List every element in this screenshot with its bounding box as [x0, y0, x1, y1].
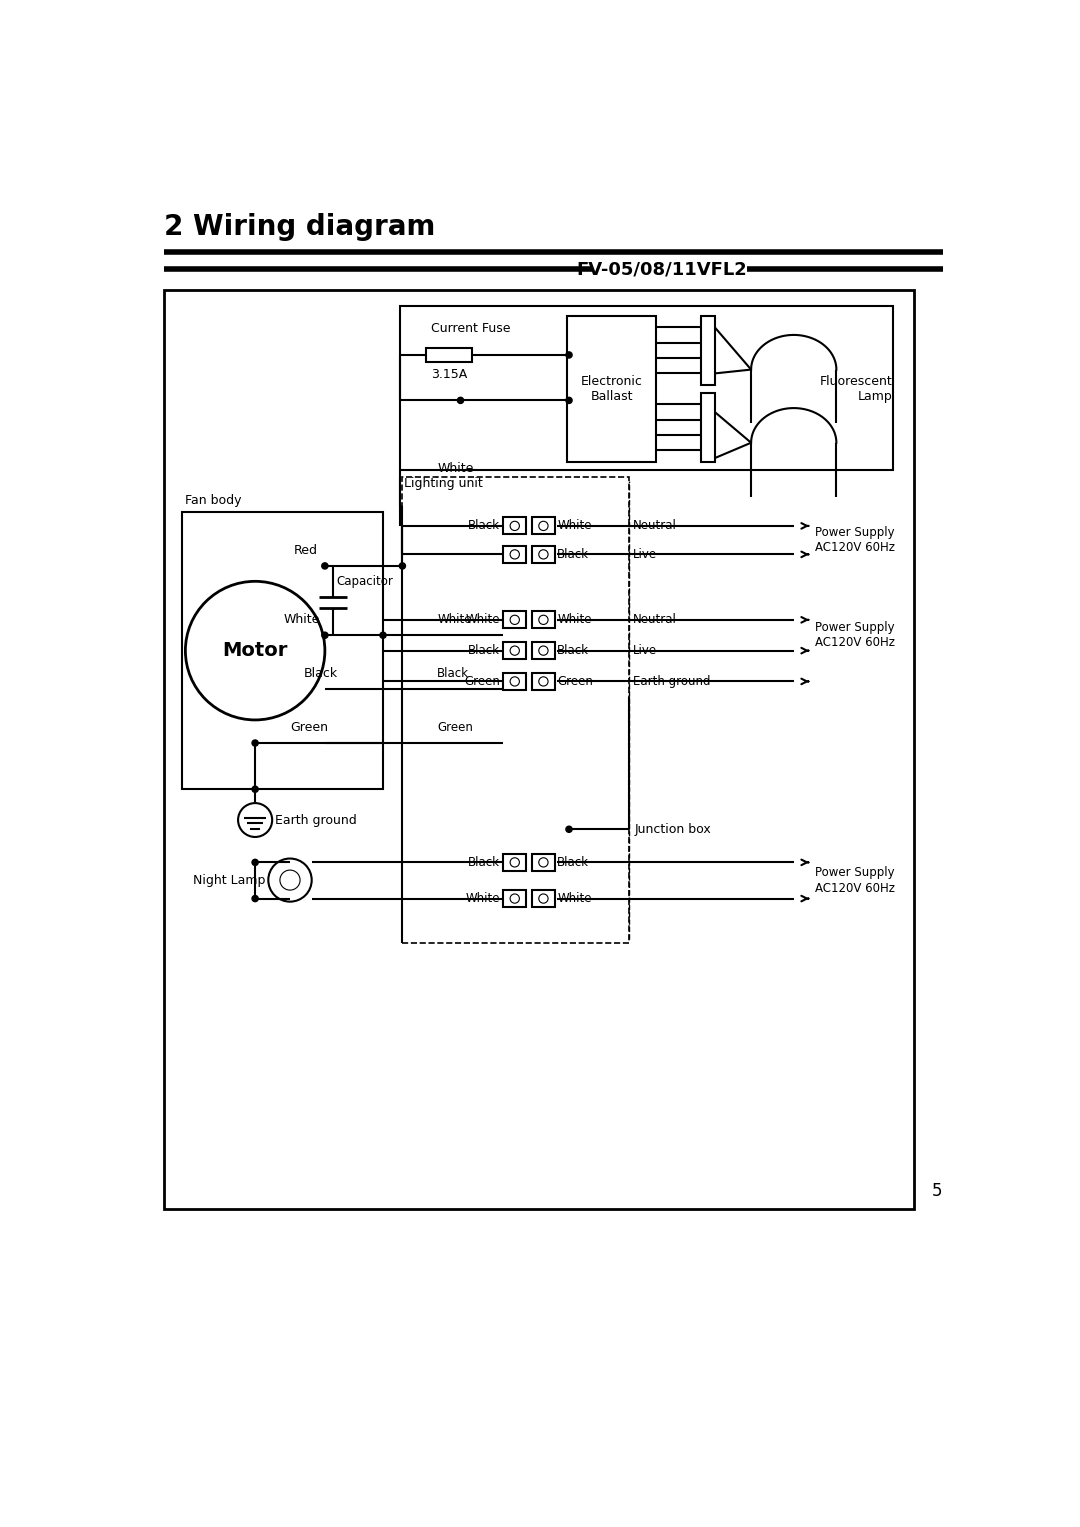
Text: White: White	[557, 892, 592, 906]
Circle shape	[380, 632, 387, 638]
Text: Junction box: Junction box	[635, 823, 712, 835]
Text: Fluorescent
Lamp: Fluorescent Lamp	[820, 374, 893, 403]
Text: Black: Black	[557, 644, 590, 657]
Text: Power Supply: Power Supply	[815, 621, 895, 634]
Bar	[531, 518, 555, 534]
Text: Black: Black	[557, 548, 590, 560]
Text: Earth ground: Earth ground	[275, 814, 357, 826]
Text: AC120V 60Hz: AC120V 60Hz	[815, 637, 895, 649]
Bar	[531, 890, 555, 907]
Text: Black: Black	[468, 644, 500, 657]
Text: 3.15A: 3.15A	[431, 368, 467, 382]
Bar	[531, 643, 555, 660]
Text: Electronic
Ballast: Electronic Ballast	[581, 374, 643, 403]
Text: White: White	[465, 614, 500, 626]
Text: Capacitor: Capacitor	[337, 574, 393, 588]
Bar	[503, 890, 526, 907]
Text: Current Fuse: Current Fuse	[431, 322, 511, 336]
Text: FV-05/08/11VFL2: FV-05/08/11VFL2	[577, 261, 747, 278]
Bar	[531, 611, 555, 628]
Text: Night Lamp: Night Lamp	[193, 873, 266, 887]
Text: Neutral: Neutral	[633, 519, 677, 533]
Text: Green: Green	[291, 721, 328, 734]
Bar	[531, 547, 555, 563]
Circle shape	[566, 826, 572, 832]
Bar	[181, 512, 383, 789]
Text: AC120V 60Hz: AC120V 60Hz	[815, 542, 895, 554]
Text: Power Supply: Power Supply	[815, 525, 895, 539]
Text: White: White	[437, 612, 472, 626]
Bar	[503, 854, 526, 870]
Bar	[567, 316, 656, 463]
Text: White: White	[437, 463, 474, 475]
Bar	[701, 392, 715, 463]
Text: Neutral: Neutral	[633, 614, 677, 626]
Text: White: White	[557, 519, 592, 533]
Bar	[531, 673, 555, 690]
Circle shape	[252, 786, 258, 793]
Bar	[503, 518, 526, 534]
Text: Motor: Motor	[222, 641, 287, 660]
Text: Live: Live	[633, 548, 658, 560]
Circle shape	[322, 563, 328, 570]
Bar	[403, 478, 630, 944]
Text: Red: Red	[294, 544, 318, 557]
Text: White: White	[465, 892, 500, 906]
Text: White: White	[557, 614, 592, 626]
Text: Lighting unit: Lighting unit	[404, 476, 483, 490]
Text: Black: Black	[303, 667, 338, 680]
Text: AC120V 60Hz: AC120V 60Hz	[815, 881, 895, 895]
Circle shape	[252, 895, 258, 901]
Circle shape	[322, 632, 328, 638]
Text: Black: Black	[468, 519, 500, 533]
Bar	[400, 305, 893, 470]
Circle shape	[458, 397, 463, 403]
Text: White: White	[283, 612, 320, 626]
Text: 2 Wiring diagram: 2 Wiring diagram	[164, 214, 436, 241]
Bar	[164, 290, 914, 1209]
Bar	[503, 673, 526, 690]
Text: Black: Black	[557, 855, 590, 869]
Bar	[503, 611, 526, 628]
Bar	[426, 348, 472, 362]
Bar	[503, 643, 526, 660]
Text: Live: Live	[633, 644, 658, 657]
Text: Power Supply: Power Supply	[815, 866, 895, 880]
Text: Green: Green	[464, 675, 500, 689]
Bar	[531, 854, 555, 870]
Text: Green: Green	[557, 675, 593, 689]
Bar	[503, 547, 526, 563]
Circle shape	[400, 563, 405, 570]
Circle shape	[566, 397, 572, 403]
Text: Black: Black	[437, 667, 469, 680]
Text: Fan body: Fan body	[186, 493, 242, 507]
Circle shape	[566, 351, 572, 357]
Bar	[701, 316, 715, 385]
Text: 5: 5	[932, 1182, 943, 1200]
Text: Green: Green	[437, 721, 473, 734]
Text: Black: Black	[468, 855, 500, 869]
Circle shape	[252, 860, 258, 866]
Text: Earth ground: Earth ground	[633, 675, 711, 689]
Circle shape	[252, 741, 258, 747]
